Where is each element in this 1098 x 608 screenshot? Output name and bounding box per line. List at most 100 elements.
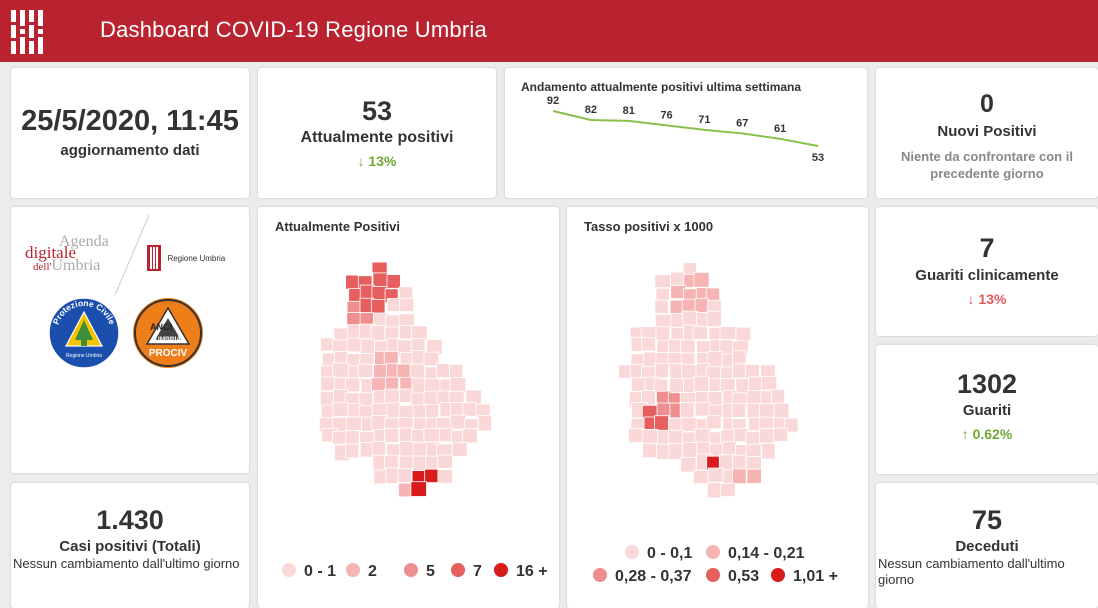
- municipality-area[interactable]: [409, 363, 426, 380]
- municipality-area[interactable]: [745, 455, 762, 471]
- municipality-area[interactable]: [384, 388, 401, 406]
- municipality-area[interactable]: [385, 467, 400, 484]
- municipality-area[interactable]: [346, 416, 362, 431]
- municipality-area[interactable]: [371, 441, 386, 456]
- municipality-area[interactable]: [641, 390, 656, 406]
- municipality-area[interactable]: [706, 482, 723, 499]
- municipality-area[interactable]: [682, 442, 699, 459]
- municipality-area[interactable]: [360, 338, 376, 355]
- municipality-area[interactable]: [332, 402, 349, 417]
- municipality-area[interactable]: [423, 428, 441, 443]
- municipality-area[interactable]: [630, 377, 646, 392]
- municipality-area[interactable]: [435, 363, 451, 378]
- municipality-area[interactable]: [706, 415, 722, 430]
- municipality-area[interactable]: [669, 363, 684, 380]
- municipality-area[interactable]: [397, 467, 412, 483]
- municipality-area[interactable]: [423, 390, 440, 406]
- municipality-area[interactable]: [707, 467, 724, 483]
- regione-umbria-logo[interactable]: Regione Umbria: [147, 245, 225, 271]
- municipality-area[interactable]: [732, 350, 747, 366]
- municipality-area[interactable]: [668, 338, 683, 355]
- municipality-area[interactable]: [398, 404, 415, 420]
- municipality-area[interactable]: [345, 430, 360, 445]
- umbria-choropleth-map[interactable]: [258, 247, 559, 577]
- municipality-area[interactable]: [696, 441, 711, 456]
- municipality-area[interactable]: [668, 443, 683, 460]
- municipality-area[interactable]: [642, 428, 659, 444]
- municipality-area[interactable]: [732, 468, 747, 485]
- municipality-area[interactable]: [346, 337, 362, 353]
- municipality-area[interactable]: [449, 414, 466, 430]
- municipality-area[interactable]: [680, 457, 697, 473]
- municipality-area[interactable]: [706, 310, 722, 328]
- umbria-rate-map[interactable]: [567, 247, 868, 577]
- municipality-area[interactable]: [399, 297, 415, 312]
- municipality-area[interactable]: [748, 376, 763, 393]
- municipality-area[interactable]: [654, 313, 672, 329]
- municipality-area[interactable]: [370, 325, 386, 341]
- municipality-area[interactable]: [386, 298, 402, 312]
- municipality-area[interactable]: [370, 415, 387, 431]
- municipality-area[interactable]: [693, 375, 709, 392]
- municipality-area[interactable]: [411, 377, 426, 394]
- municipality-area[interactable]: [679, 402, 695, 419]
- municipality-area[interactable]: [450, 402, 466, 417]
- municipality-area[interactable]: [761, 376, 778, 391]
- municipality-area[interactable]: [386, 274, 401, 289]
- municipality-area[interactable]: [693, 271, 710, 288]
- municipality-area[interactable]: [654, 415, 669, 432]
- municipality-area[interactable]: [423, 351, 440, 367]
- municipality-area[interactable]: [462, 402, 477, 417]
- municipality-area[interactable]: [694, 297, 709, 313]
- municipality-area[interactable]: [771, 388, 786, 406]
- municipality-area[interactable]: [398, 455, 414, 470]
- municipality-area[interactable]: [410, 481, 427, 497]
- municipality-area[interactable]: [642, 442, 659, 459]
- municipality-area[interactable]: [410, 338, 426, 353]
- municipality-area[interactable]: [424, 378, 441, 393]
- protezione-civile-logo-icon[interactable]: Protezione Civile Regione Umbria: [47, 296, 121, 370]
- municipality-area[interactable]: [332, 339, 349, 354]
- municipality-area[interactable]: [332, 430, 348, 445]
- municipality-area[interactable]: [333, 327, 350, 342]
- municipality-area[interactable]: [732, 454, 747, 472]
- municipality-area[interactable]: [424, 468, 439, 483]
- municipality-area[interactable]: [628, 427, 644, 443]
- municipality-area[interactable]: [682, 310, 699, 326]
- municipality-area[interactable]: [410, 392, 425, 407]
- municipality-area[interactable]: [396, 363, 411, 379]
- municipality-area[interactable]: [345, 443, 360, 459]
- municipality-area[interactable]: [670, 271, 685, 287]
- municipality-area[interactable]: [412, 455, 428, 472]
- municipality-area[interactable]: [412, 442, 429, 457]
- municipality-area[interactable]: [759, 402, 775, 419]
- municipality-area[interactable]: [772, 427, 789, 442]
- municipality-area[interactable]: [320, 376, 337, 392]
- municipality-area[interactable]: [477, 415, 492, 432]
- municipality-area[interactable]: [693, 470, 710, 485]
- municipality-area[interactable]: [746, 468, 762, 484]
- municipality-area[interactable]: [667, 429, 685, 445]
- municipality-area[interactable]: [719, 482, 736, 497]
- municipality-area[interactable]: [320, 391, 335, 407]
- municipality-area[interactable]: [641, 337, 656, 352]
- agenda-digitale-logo[interactable]: Agenda digitale dell'Umbria: [25, 233, 125, 303]
- municipality-area[interactable]: [357, 363, 374, 378]
- municipality-area[interactable]: [437, 454, 453, 469]
- municipality-area[interactable]: [722, 441, 738, 456]
- municipality-area[interactable]: [692, 326, 708, 341]
- municipality-area[interactable]: [670, 327, 686, 342]
- municipality-area[interactable]: [449, 377, 467, 394]
- municipality-area[interactable]: [735, 326, 751, 342]
- municipality-area[interactable]: [758, 428, 775, 444]
- municipality-area[interactable]: [399, 388, 414, 403]
- municipality-area[interactable]: [384, 428, 400, 443]
- municipality-area[interactable]: [345, 274, 361, 290]
- municipality-area[interactable]: [449, 363, 464, 379]
- municipality-area[interactable]: [761, 442, 776, 460]
- municipality-area[interactable]: [345, 377, 361, 393]
- municipality-area[interactable]: [370, 299, 386, 314]
- anci-umbria-prociv-logo-icon[interactable]: ANCI UMBRIA PROCIV: [131, 296, 205, 370]
- municipality-area[interactable]: [731, 402, 747, 418]
- municipality-area[interactable]: [746, 390, 762, 405]
